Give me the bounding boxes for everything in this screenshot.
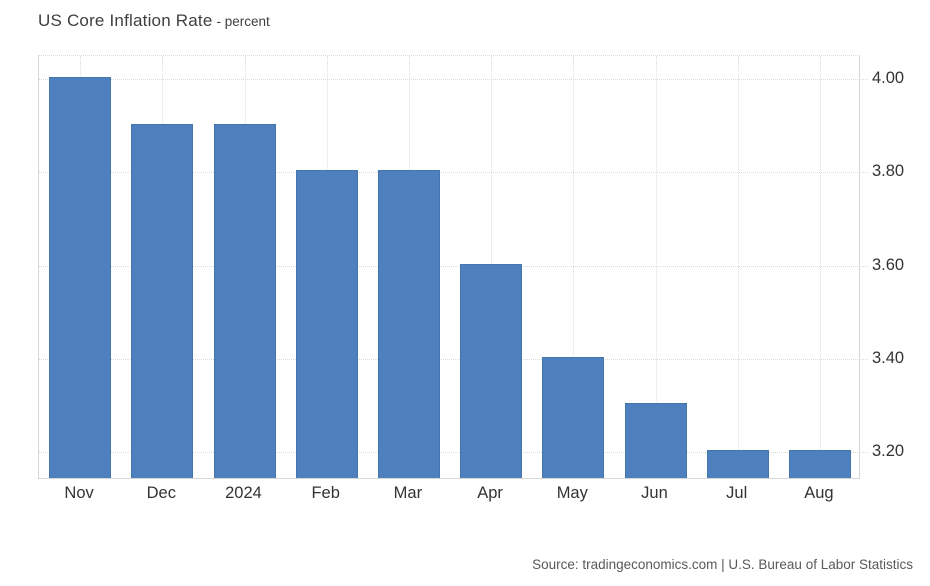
bar-mar[interactable] <box>377 170 440 478</box>
horizontal-gridline <box>39 358 868 360</box>
horizontal-gridline <box>39 172 868 174</box>
x-tick-label-aug: Aug <box>804 484 834 502</box>
x-tick-label-may: May <box>556 484 588 502</box>
bar-nov[interactable] <box>49 77 112 478</box>
x-tick-label-apr: Apr <box>477 484 503 502</box>
y-tick-label: 3.60 <box>872 255 905 274</box>
vertical-gridline <box>573 56 575 478</box>
vertical-gridline <box>737 56 739 478</box>
chart-title-row: US Core Inflation Rate - percent <box>38 11 270 31</box>
chart-title: US Core Inflation Rate <box>38 11 213 30</box>
y-tick-label: 4.00 <box>872 69 905 88</box>
x-tick-label-feb: Feb <box>311 484 340 502</box>
horizontal-gridline <box>39 452 868 454</box>
horizontal-gridline <box>39 79 868 81</box>
x-tick-label-2024: 2024 <box>225 484 262 502</box>
plot-area <box>38 55 868 479</box>
source-attribution: Source: tradingeconomics.com | U.S. Bure… <box>532 557 913 572</box>
x-tick-label-mar: Mar <box>393 484 423 502</box>
x-tick-label-dec: Dec <box>146 484 176 502</box>
chart-subtitle-unit: - percent <box>216 14 270 29</box>
horizontal-gridline <box>39 265 868 267</box>
bar-may[interactable] <box>542 356 605 478</box>
x-tick-label-jul: Jul <box>726 484 748 502</box>
bar-jul[interactable] <box>706 450 769 478</box>
y-tick-label: 3.20 <box>872 442 905 461</box>
y-tick-label: 3.80 <box>872 162 905 181</box>
y-tick-label: 3.40 <box>872 348 905 367</box>
x-tick-label-nov: Nov <box>64 484 94 502</box>
bar-2024[interactable] <box>213 123 276 478</box>
vertical-gridline <box>819 56 821 478</box>
bar-aug[interactable] <box>788 450 851 478</box>
bar-apr[interactable] <box>460 263 523 478</box>
bar-jun[interactable] <box>624 403 687 478</box>
bar-feb[interactable] <box>295 170 358 478</box>
bar-dec[interactable] <box>131 123 194 478</box>
vertical-gridline <box>655 56 657 478</box>
x-tick-label-jun: Jun <box>641 484 668 502</box>
